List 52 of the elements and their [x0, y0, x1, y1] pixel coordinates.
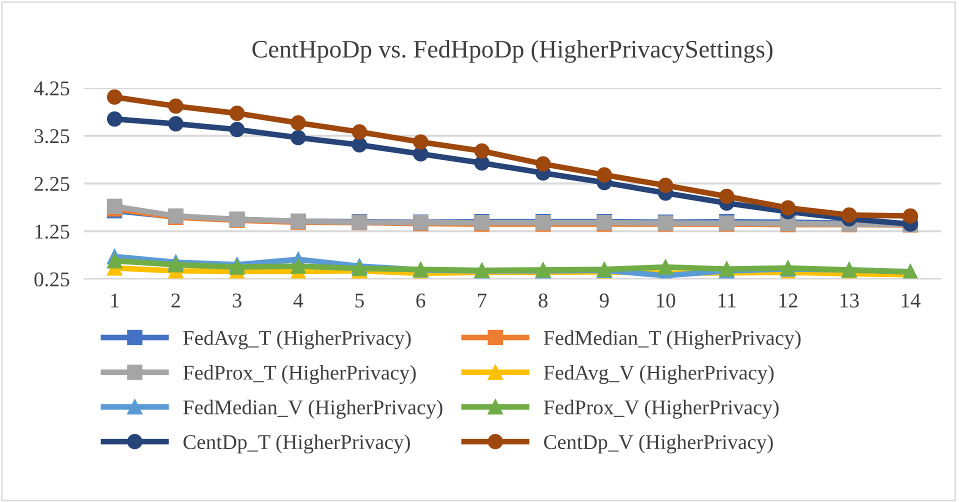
point: [842, 207, 857, 223]
legend-label: FedMedian_T (HigherPrivacy): [544, 330, 801, 350]
point: [596, 167, 612, 183]
x-tick-label: 12: [779, 294, 798, 308]
y-tick-label: 2.25: [34, 176, 70, 192]
x-tick-label: 10: [656, 293, 676, 308]
point: [229, 259, 245, 275]
point: [168, 116, 184, 132]
point: [413, 134, 428, 150]
x-tick-label: 6: [416, 294, 426, 308]
point: [106, 253, 122, 268]
legend-label: FedAvg_V (HigherPrivacy): [544, 365, 774, 384]
point: [168, 98, 184, 114]
legend-label: FedProx_T (HigherPrivacy): [183, 365, 416, 384]
x-tick-label: 2: [172, 294, 180, 308]
point: [902, 208, 918, 224]
x-tick-label: 5: [355, 294, 364, 308]
y-tick-label: 0.25: [34, 272, 70, 287]
point: [290, 115, 306, 130]
point: [719, 188, 734, 204]
x-tick-label: 14: [902, 294, 920, 308]
legend-label: FedAvg_T (HigherPrivacy): [183, 330, 411, 350]
point: [229, 122, 245, 138]
x-tick-label: 4: [293, 294, 304, 308]
x-tick-label: 3: [232, 294, 242, 308]
x-tick-label: 9: [600, 294, 609, 308]
legend-label: CentDp_T (HigherPrivacy): [184, 434, 410, 454]
point: [352, 124, 368, 140]
x-tick-label: 1: [111, 294, 119, 308]
point: [106, 111, 122, 127]
legend-label: FedMedian_V (HigherPrivacy): [183, 400, 442, 419]
point: [106, 89, 122, 105]
x-tick-label: 8: [538, 293, 548, 308]
x-tick-label: 7: [478, 294, 486, 308]
point: [290, 130, 306, 146]
x-tick-label: 11: [718, 294, 736, 308]
point: [229, 106, 245, 121]
point: [780, 200, 796, 216]
point: [168, 257, 184, 272]
y-tick-label: 4.25: [34, 81, 70, 96]
point: [658, 259, 674, 275]
y-tick-label: 1.25: [35, 224, 70, 239]
point: [352, 137, 368, 152]
point: [658, 178, 674, 194]
legend-label: FedProx_V (HigherPrivacy): [544, 400, 779, 419]
legend-label: CentDp_V (HigherPrivacy): [544, 434, 773, 454]
point: [474, 143, 490, 159]
point: [535, 156, 551, 172]
point: [290, 258, 306, 274]
y-tick-label: 3.25: [34, 129, 70, 144]
x-tick-label: 13: [840, 294, 859, 308]
chart-title: CentHpoDp vs. FedHpoDp (HigherPrivacySettings): [252, 40, 772, 63]
